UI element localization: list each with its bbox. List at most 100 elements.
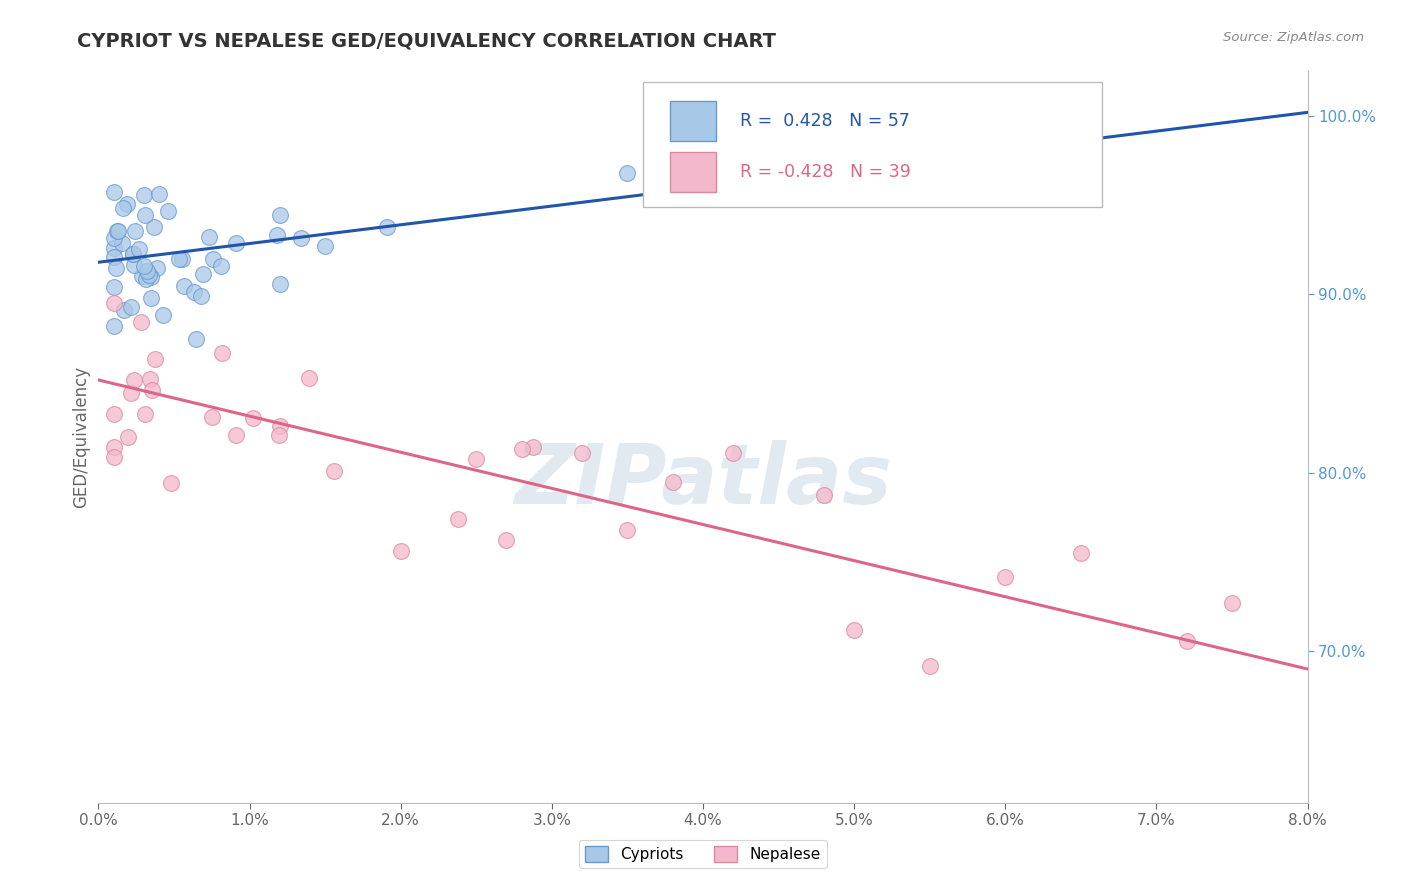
Point (266, 228, 288, 243)
Point (104, 261, 127, 276)
Point (298, 371, 321, 385)
Point (148, 186, 170, 201)
Point (225, 428, 247, 442)
Point (661, 157, 683, 171)
Point (169, 252, 191, 266)
Point (115, 196, 138, 211)
Point (135, 272, 157, 286)
Point (723, 446, 745, 460)
Point (190, 289, 212, 303)
Point (146, 260, 169, 275)
Point (813, 487, 835, 501)
Point (143, 351, 166, 366)
Point (122, 247, 145, 261)
Point (105, 224, 128, 238)
Point (139, 291, 162, 305)
Point (198, 230, 221, 244)
Point (160, 475, 183, 490)
Point (103, 450, 125, 465)
Point (994, 569, 1017, 583)
Point (132, 259, 155, 273)
Point (616, 166, 638, 180)
Point (1070, 546, 1092, 560)
Point (375, 219, 398, 234)
Point (103, 319, 125, 334)
Point (117, 429, 139, 443)
Text: ZIPatlas: ZIPatlas (515, 441, 891, 522)
Point (322, 464, 344, 478)
Point (120, 300, 142, 314)
Point (184, 332, 207, 346)
Point (103, 185, 125, 199)
Point (129, 315, 152, 329)
Point (661, 475, 683, 490)
Text: R = -0.428   N = 39: R = -0.428 N = 39 (741, 163, 911, 181)
Y-axis label: GED/Equivalency: GED/Equivalency (72, 366, 90, 508)
Point (211, 346, 233, 360)
Bar (671, 101, 716, 141)
Text: CYPRIOT VS NEPALESE GED/EQUIVALENCY CORRELATION CHART: CYPRIOT VS NEPALESE GED/EQUIVALENCY CORR… (77, 31, 776, 50)
Point (103, 440, 125, 454)
Point (692, 137, 714, 152)
Point (965, 100, 987, 114)
Point (269, 277, 291, 291)
Point (138, 268, 160, 282)
Point (918, 659, 941, 673)
Point (134, 407, 156, 421)
Point (183, 285, 205, 299)
Text: Source: ZipAtlas.com: Source: ZipAtlas.com (1223, 31, 1364, 45)
Bar (671, 152, 716, 192)
Point (122, 258, 145, 272)
Point (103, 251, 125, 265)
Point (103, 280, 125, 294)
Point (211, 259, 233, 273)
Point (844, 623, 866, 637)
Point (242, 410, 264, 425)
Point (141, 383, 163, 397)
Point (152, 308, 174, 322)
Point (136, 264, 159, 278)
Point (139, 372, 162, 386)
Point (120, 386, 142, 401)
Point (225, 235, 247, 250)
Point (522, 440, 544, 454)
Point (103, 407, 125, 421)
Legend: Cypriots, Nepalese: Cypriots, Nepalese (579, 840, 827, 868)
Point (103, 296, 125, 310)
Point (124, 224, 146, 238)
Point (269, 208, 291, 222)
Point (139, 269, 162, 284)
Point (510, 442, 533, 456)
FancyBboxPatch shape (643, 82, 1102, 207)
Point (1220, 596, 1243, 610)
Text: R =  0.428   N = 57: R = 0.428 N = 57 (741, 112, 910, 130)
Point (143, 219, 166, 234)
Point (103, 241, 125, 255)
Point (103, 231, 125, 245)
Point (156, 203, 179, 218)
Point (314, 239, 336, 253)
Point (112, 303, 135, 318)
Point (131, 268, 153, 283)
Point (128, 242, 150, 256)
Point (447, 512, 470, 526)
Point (107, 224, 129, 238)
Point (783, 153, 806, 168)
Point (132, 187, 155, 202)
Point (121, 247, 143, 261)
Point (134, 208, 156, 222)
Point (201, 252, 224, 267)
Point (616, 523, 638, 537)
Point (111, 202, 134, 216)
Point (1175, 634, 1198, 648)
Point (918, 147, 941, 161)
Point (290, 231, 312, 245)
Point (173, 279, 195, 293)
Point (170, 252, 193, 266)
Point (389, 544, 412, 558)
Point (737, 153, 759, 168)
Point (122, 374, 145, 388)
Point (193, 268, 215, 282)
Point (571, 446, 593, 460)
Point (465, 451, 488, 466)
